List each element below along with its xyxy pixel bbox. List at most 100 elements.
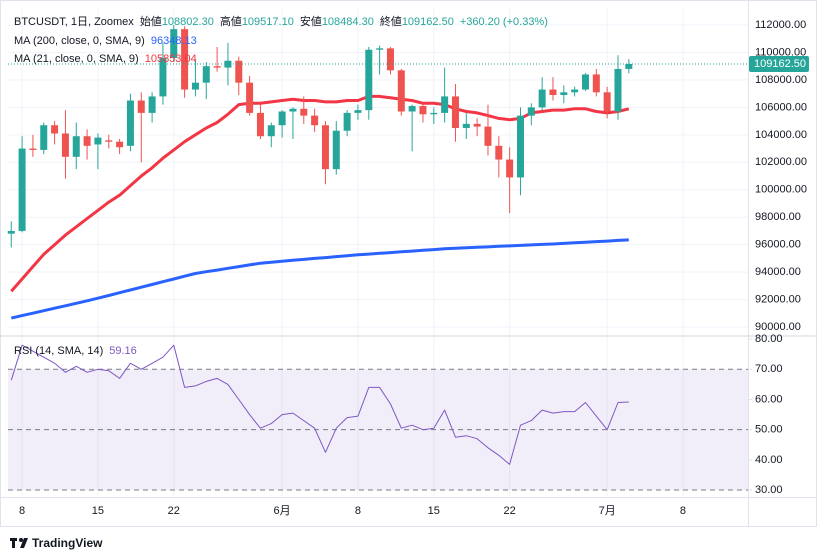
y-tick-label: 50.00	[755, 424, 783, 436]
candle-body	[419, 106, 427, 115]
y-tick-label: 90000.00	[755, 321, 801, 333]
legend-name: RSI (14, SMA, 14)	[14, 345, 103, 357]
x-tick-label: 15	[428, 505, 440, 517]
last-price-label: 109162.50	[754, 58, 806, 70]
y-tick-label: 70.00	[755, 363, 783, 375]
logo-part	[20, 538, 28, 548]
y-tick-label: 92000.00	[755, 293, 801, 305]
candle-body	[365, 49, 373, 111]
candle-body	[256, 112, 264, 137]
candle-body	[300, 108, 308, 116]
y-tick-label: 112000.00	[755, 19, 806, 31]
info-label: 終値	[380, 14, 402, 28]
candle-body	[170, 29, 178, 58]
x-tick-label: 6月	[274, 505, 291, 517]
candle-body	[560, 92, 568, 96]
legend-value: 59.16	[109, 345, 137, 357]
y-tick-label: 80.00	[755, 333, 783, 345]
candle-body	[386, 48, 394, 71]
candle-body	[343, 112, 351, 131]
candle-body	[538, 89, 546, 108]
last-price-box	[749, 55, 809, 72]
candle-body	[267, 125, 275, 137]
y-tick-label: 96000.00	[755, 239, 801, 251]
candle-body	[181, 29, 189, 90]
x-tick-label: 7月	[599, 505, 616, 517]
info-label: 高値	[220, 14, 242, 28]
brand: TradingView	[32, 536, 103, 550]
candle-body	[430, 112, 438, 115]
legend-entry: RSI (14, SMA, 14) 59.16	[14, 345, 137, 357]
candle-body	[235, 60, 243, 83]
candle-body	[61, 133, 69, 157]
candle-body	[332, 130, 340, 170]
candle-body	[549, 89, 557, 96]
candle-body	[516, 115, 524, 178]
y-tick-label: 98000.00	[755, 211, 801, 223]
candle-body	[116, 141, 124, 148]
candle-body	[473, 123, 481, 127]
candle-body	[625, 63, 633, 69]
x-tick-label: 8	[355, 505, 361, 517]
candle-body	[397, 70, 405, 112]
line	[10, 344, 629, 465]
change: +360.20 (+0.33%)	[460, 16, 548, 28]
candle-body	[51, 125, 59, 134]
legend-entry: MA (200, close, 0, SMA, 9) 96348.13	[14, 35, 197, 47]
legend-value: 105853.04	[145, 53, 197, 65]
brand-logo	[10, 538, 28, 548]
logo-part	[19, 538, 23, 542]
info-value: 108802.30	[162, 16, 214, 28]
candle-body	[278, 111, 286, 126]
legend-name: MA (200, close, 0, SMA, 9)	[14, 35, 145, 47]
candle-body	[159, 57, 167, 97]
candle-body	[202, 66, 210, 83]
x-tick-label: 22	[504, 505, 516, 517]
candle-body	[506, 159, 514, 178]
candle-body	[29, 148, 37, 150]
candle-body	[94, 137, 102, 145]
legend-value: 96348.13	[151, 35, 197, 47]
candle-body	[311, 115, 319, 126]
candle-body	[527, 107, 535, 116]
x-tick-label: 8	[19, 505, 25, 517]
x-tick-label: 15	[92, 505, 104, 517]
candle-body	[137, 100, 145, 113]
candle-body	[495, 145, 503, 160]
y-tick-label: 110000.00	[755, 46, 806, 58]
symbol-title: BTCUSDT, 1日, Zoomex	[14, 16, 134, 28]
candle-body	[441, 96, 449, 113]
candle-body	[246, 82, 254, 113]
info-value: 109517.10	[242, 16, 294, 28]
legend-name: MA (21, close, 0, SMA, 9)	[14, 53, 139, 65]
candle-body	[148, 96, 156, 113]
candle-body	[354, 110, 362, 113]
y-tick-label: 60.00	[755, 393, 783, 405]
y-tick-label: 106000.00	[755, 101, 807, 113]
y-tick-label: 104000.00	[755, 129, 807, 141]
y-tick-label: 102000.00	[755, 156, 807, 168]
candle-body	[213, 66, 221, 68]
candle-body	[484, 126, 492, 146]
candle-body	[72, 136, 80, 157]
line	[10, 94, 630, 293]
candle-body	[592, 74, 600, 93]
x-tick-label: 22	[168, 505, 180, 517]
y-tick-label: 30.00	[755, 484, 783, 496]
candle-body	[408, 106, 416, 112]
candle-body	[18, 148, 26, 231]
candle-body	[191, 82, 199, 90]
candle-body	[581, 74, 589, 90]
candle-body	[105, 140, 113, 142]
candle-body	[321, 125, 329, 170]
line	[10, 238, 629, 320]
info-label: 安値	[300, 14, 322, 28]
info-label: 始値	[140, 14, 162, 28]
candle-body	[571, 89, 579, 93]
candle-body	[614, 68, 622, 112]
candle-body	[83, 136, 91, 146]
candle-body	[126, 100, 134, 146]
candle-body	[451, 96, 459, 128]
